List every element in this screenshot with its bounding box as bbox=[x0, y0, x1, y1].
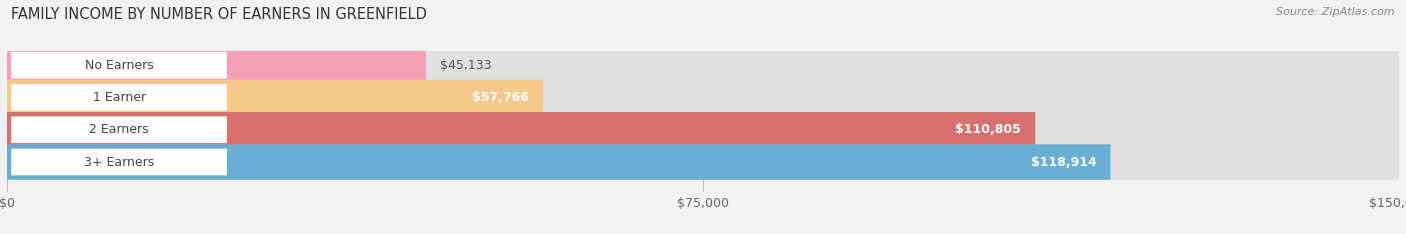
Text: $110,805: $110,805 bbox=[956, 123, 1021, 136]
FancyBboxPatch shape bbox=[7, 80, 543, 115]
Text: 3+ Earners: 3+ Earners bbox=[84, 156, 155, 168]
Text: 1 Earner: 1 Earner bbox=[93, 91, 146, 104]
Text: Source: ZipAtlas.com: Source: ZipAtlas.com bbox=[1277, 7, 1395, 17]
FancyBboxPatch shape bbox=[7, 144, 1111, 180]
FancyBboxPatch shape bbox=[11, 84, 226, 111]
Text: $118,914: $118,914 bbox=[1031, 156, 1097, 168]
FancyBboxPatch shape bbox=[7, 48, 1399, 83]
FancyBboxPatch shape bbox=[7, 112, 1035, 147]
FancyBboxPatch shape bbox=[7, 112, 1399, 147]
Text: No Earners: No Earners bbox=[84, 59, 153, 72]
Text: 2 Earners: 2 Earners bbox=[89, 123, 149, 136]
FancyBboxPatch shape bbox=[11, 117, 226, 143]
FancyBboxPatch shape bbox=[7, 48, 426, 83]
Text: $57,766: $57,766 bbox=[472, 91, 529, 104]
FancyBboxPatch shape bbox=[7, 144, 1399, 180]
Text: $45,133: $45,133 bbox=[440, 59, 491, 72]
FancyBboxPatch shape bbox=[11, 149, 226, 175]
FancyBboxPatch shape bbox=[11, 52, 226, 79]
Text: FAMILY INCOME BY NUMBER OF EARNERS IN GREENFIELD: FAMILY INCOME BY NUMBER OF EARNERS IN GR… bbox=[11, 7, 427, 22]
FancyBboxPatch shape bbox=[7, 80, 1399, 115]
